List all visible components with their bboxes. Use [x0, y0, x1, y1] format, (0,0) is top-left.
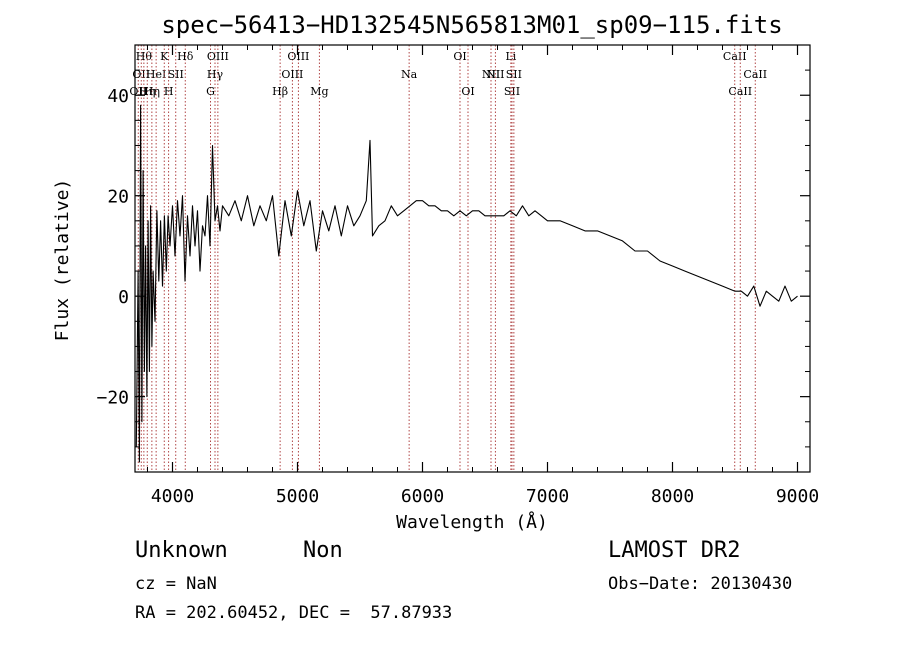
- line-marker-label-9: Hδ: [177, 50, 194, 63]
- line-marker-label-21: NII: [486, 68, 504, 81]
- x-tick-label-7000: 7000: [526, 486, 569, 507]
- line-marker-label-11: Hγ: [207, 68, 224, 81]
- line-marker-label-10: G: [206, 85, 215, 98]
- line-marker-label-2: Hθ: [136, 50, 153, 63]
- line-marker-label-4: Hη: [144, 85, 160, 98]
- obs-date: Obs−Date: 20130430: [608, 574, 793, 594]
- series-line-flux: [135, 104, 798, 463]
- line-marker-label-25: CaII: [723, 50, 747, 63]
- line-marker-label-5: HeI: [146, 68, 166, 81]
- line-marker-label-6: K: [160, 50, 169, 63]
- redshift-value: cz = NaN: [135, 574, 217, 594]
- line-marker-label-7: H: [164, 85, 174, 98]
- x-tick-label-8000: 8000: [651, 486, 694, 507]
- line-marker-label-13: Hβ: [272, 85, 288, 98]
- line-marker-label-14: OIII: [281, 68, 303, 81]
- x-tick-label-6000: 6000: [401, 486, 444, 507]
- line-marker-label-26: CaII: [728, 85, 752, 98]
- survey-name: LAMOST DR2: [608, 538, 741, 563]
- x-tick-label-5000: 5000: [276, 486, 319, 507]
- line-marker-label-19: OI: [461, 85, 474, 98]
- line-marker-label-17: Na: [401, 68, 418, 81]
- line-marker-label-24: SII: [506, 68, 522, 81]
- x-tick-label-4000: 4000: [151, 486, 194, 507]
- y-tick-label-0: 0: [118, 287, 129, 308]
- axes: 4000 5000 6000 7000 8000 9000 −20 0 20 40: [96, 45, 819, 507]
- y-axis-label: Flux (relative): [52, 179, 73, 342]
- y-tick-label--20: −20: [96, 388, 129, 409]
- object-class: Unknown: [135, 538, 228, 563]
- x-tick-label-9000: 9000: [776, 486, 819, 507]
- line-marker-label-27: CaII: [743, 68, 767, 81]
- line-marker-label-15: OIII: [287, 50, 309, 63]
- line-marker-label-16: Mg: [310, 85, 328, 98]
- plot-frame: [134, 44, 811, 473]
- line-marker-label-12: OIII: [207, 50, 229, 63]
- line-marker-label-18: OI: [453, 50, 466, 63]
- object-subclass: Non: [303, 538, 343, 563]
- x-axis-label: Wavelength (Å): [396, 511, 548, 533]
- line-marker-label-23: SII: [504, 85, 520, 98]
- y-tick-label-40: 40: [107, 86, 129, 107]
- y-tick-label-20: 20: [107, 187, 129, 208]
- chart-title: spec−56413−HD132545N565813M01_sp09−115.f…: [161, 11, 782, 39]
- line-marker-label-22: Li: [505, 50, 516, 63]
- coordinates: RA = 202.60452, DEC = 57.87933: [135, 603, 453, 623]
- line-marker-label-1: OII: [132, 68, 150, 81]
- line-markers: OIIOIIHθHηHηHeIKHSIIHδGHγOIIIHβOIIIOIIIM…: [129, 45, 767, 472]
- flux-series: [135, 104, 798, 463]
- line-marker-label-8: SII: [168, 68, 184, 81]
